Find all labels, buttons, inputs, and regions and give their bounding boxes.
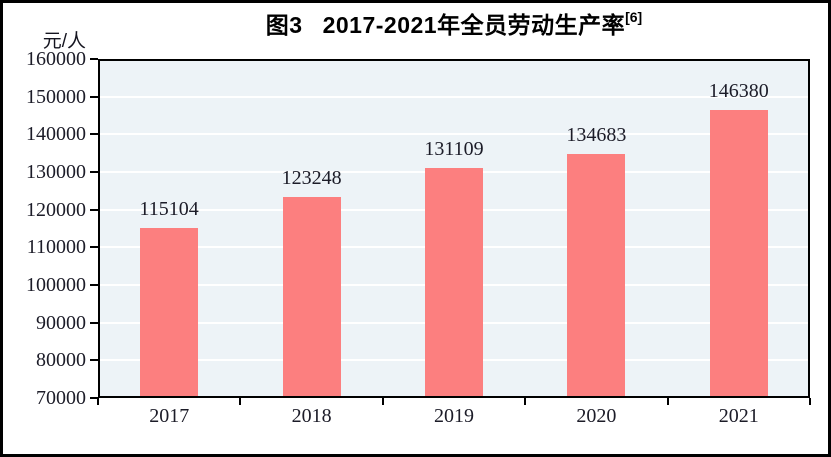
y-tick-label-90000: 90000 — [36, 311, 86, 334]
y-tick-label-130000: 130000 — [26, 161, 86, 183]
y-tick-80000 — [90, 359, 98, 362]
chart-title: 图3 2017-2021年全员劳动生产率[6] — [98, 6, 810, 40]
y-tick-100000 — [90, 284, 98, 286]
bar-2021 — [709, 110, 768, 396]
y-tick-label-140000: 140000 — [26, 123, 86, 146]
chart-title-figure-label: 图3 — [265, 12, 303, 38]
bar-2017 — [140, 228, 199, 396]
y-tick-label-80000: 80000 — [36, 349, 86, 372]
y-tick-160000 — [90, 58, 98, 60]
y-tick-label-100000: 100000 — [26, 274, 86, 296]
bar-2020 — [567, 154, 626, 396]
gridline-140000 — [100, 133, 808, 136]
y-tick-70000 — [90, 397, 98, 399]
x-tick-label-2018: 2018 — [291, 405, 332, 427]
bar-value-label-2017: 115104 — [139, 198, 199, 221]
gridline-150000 — [100, 95, 808, 98]
bar-value-label-2018: 123248 — [281, 167, 342, 190]
y-tick-130000 — [90, 171, 98, 173]
y-tick-label-160000: 160000 — [26, 48, 86, 70]
y-tick-label-120000: 120000 — [26, 198, 86, 221]
bar-value-label-2021: 146380 — [708, 80, 769, 103]
y-tick-150000 — [90, 95, 98, 98]
x-tick-0 — [97, 398, 99, 405]
chart-title-superscript: [6] — [625, 9, 643, 26]
bar-2018 — [282, 197, 341, 396]
x-tick-1 — [239, 398, 242, 405]
y-tick-label-150000: 150000 — [26, 85, 86, 108]
x-tick-3 — [524, 398, 527, 405]
y-tick-110000 — [90, 246, 98, 249]
x-tick-label-2019: 2019 — [434, 405, 474, 427]
bar-2019 — [425, 167, 483, 396]
bar-value-label-2020: 134683 — [566, 124, 627, 147]
x-tick-2 — [381, 398, 384, 405]
x-tick-4 — [666, 398, 669, 405]
x-tick-label-2017: 2017 — [149, 405, 190, 427]
y-tick-label-110000: 110000 — [26, 236, 86, 259]
x-tick-label-2021: 2021 — [718, 405, 759, 427]
y-axis-unit-label: 元/人 — [42, 31, 86, 52]
bar-value-label-2019: 131109 — [424, 137, 484, 160]
y-tick-120000 — [90, 208, 98, 211]
x-tick-5 — [809, 398, 811, 405]
chart-title-text: 2017-2021年全员劳动生产率 — [322, 12, 626, 38]
x-tick-label-2020: 2020 — [576, 405, 617, 427]
y-tick-label-70000: 70000 — [36, 387, 86, 409]
y-tick-140000 — [90, 133, 98, 136]
y-tick-90000 — [90, 321, 98, 324]
